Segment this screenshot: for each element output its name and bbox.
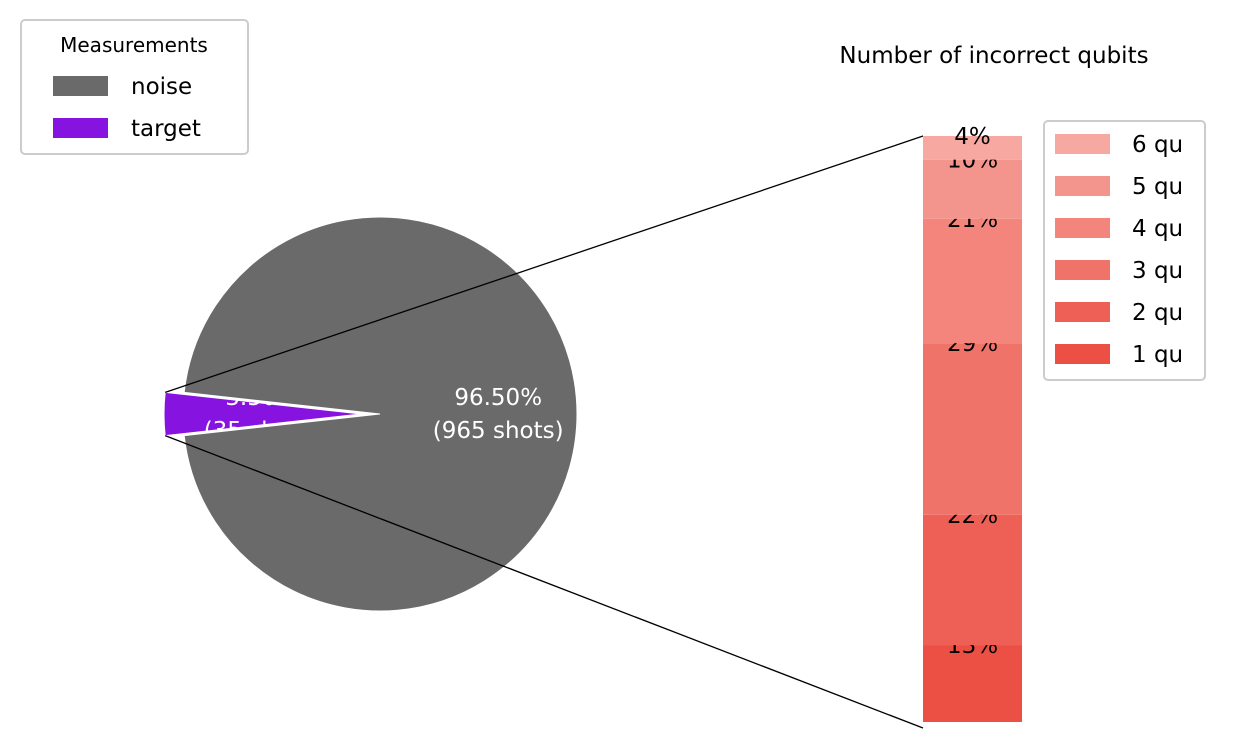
connector-lines (164, 135, 924, 729)
pie-shots-label-noise: (965 shots) (433, 418, 564, 444)
bar-legend-label-6: 6 qu (1132, 132, 1183, 158)
stacked-bar: 13%22%29%21%10%4% (923, 124, 1022, 722)
bar-legend-swatch-6 (1055, 134, 1110, 154)
bar-legend-label-1: 1 qu (1132, 342, 1183, 368)
pie-pct-label-noise: 96.50% (454, 385, 542, 411)
pie-legend: Measurements noise target (20, 19, 249, 155)
connector-line-top (164, 135, 924, 393)
pie-legend-items: noise target (53, 74, 201, 142)
bar-legend-swatch-5 (1055, 176, 1110, 196)
pie-legend-label-target: target (131, 116, 201, 142)
bar-legend-swatch-4 (1055, 218, 1110, 238)
bar-legend-label-2: 2 qu (1132, 300, 1183, 326)
pie-legend-title: Measurements (60, 33, 208, 57)
bar-segment-5 (923, 159, 1022, 219)
bar-segment-3 (923, 343, 1022, 515)
bar-legend-swatch-1 (1055, 344, 1110, 364)
pie-legend-label-noise: noise (131, 74, 192, 100)
bar-legend-label-5: 5 qu (1132, 174, 1183, 200)
bar-legend-label-4: 4 qu (1132, 216, 1183, 242)
bar-legend-swatch-2 (1055, 302, 1110, 322)
bar-legend: 6 qu 5 qu 4 qu 3 qu 2 qu 1 qu (1043, 120, 1206, 381)
pie-legend-swatch-target (53, 118, 108, 138)
pie-slice-target (163, 391, 362, 437)
bar-pct-label-6: 4% (954, 124, 991, 150)
bar-segment-6 (923, 136, 1022, 160)
connector-line-bottom (164, 435, 924, 729)
bar-legend-label-3: 3 qu (1132, 258, 1183, 284)
bar-segment-2 (923, 514, 1022, 646)
bar-segment-4 (923, 218, 1022, 344)
pie-chart: 3.50%(35 shots)96.50%(965 shots) (163, 216, 578, 612)
bar-segment-1 (923, 645, 1022, 722)
bar-chart-title: Number of incorrect qubits (839, 43, 1148, 69)
bar-legend-swatch-3 (1055, 260, 1110, 280)
pie-slice-noise (183, 216, 578, 612)
pie-legend-swatch-noise (53, 76, 108, 96)
bar-legend-items: 6 qu 5 qu 4 qu 3 qu 2 qu 1 qu (1055, 132, 1183, 368)
